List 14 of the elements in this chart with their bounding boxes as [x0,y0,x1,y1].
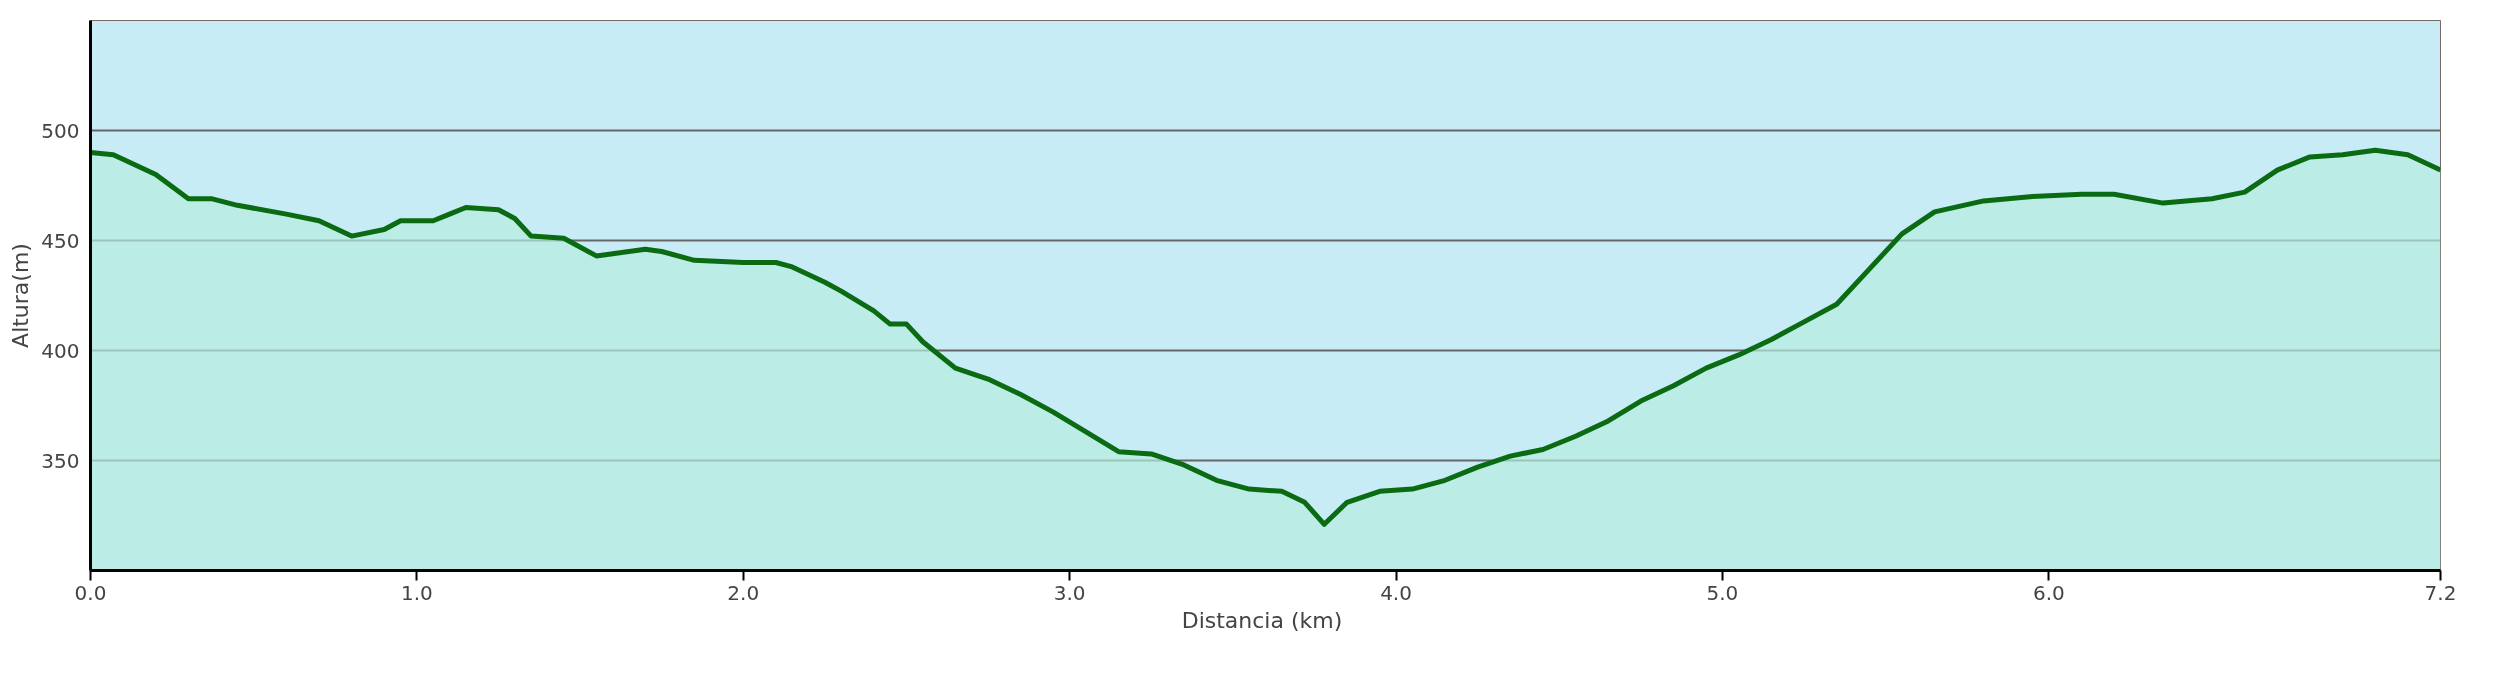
x-tick-label: 4.0 [1380,580,1412,605]
x-tick-label: 1.0 [400,580,433,605]
x-tick-label: 3.0 [1053,580,1086,605]
x-tick-label: 0.0 [74,580,107,605]
x-tick-label: 6.0 [2032,580,2065,605]
y-tick-label: 400 [41,338,80,363]
y-tick-label: 450 [41,228,80,253]
y-tick-label: 350 [41,448,80,473]
y-tick-label: 500 [41,118,80,143]
x-axis-title: Distancia (km) [1181,607,1343,633]
x-tick-label: 5.0 [1706,580,1739,605]
y-axis-title: Altura(m) [8,243,34,348]
x-tick-label: 7.2 [2424,580,2457,605]
x-tick-label: 2.0 [727,580,760,605]
